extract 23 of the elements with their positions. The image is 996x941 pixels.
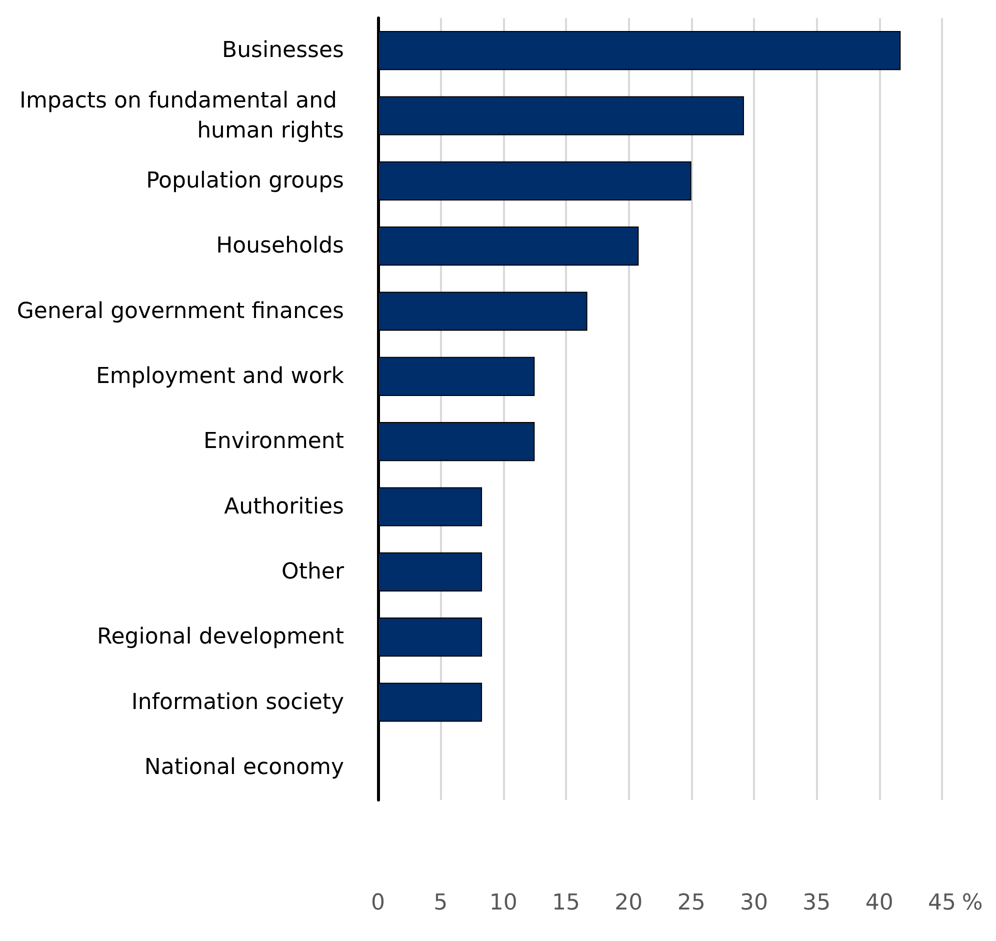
x-tick-label: 10 <box>489 890 518 916</box>
y-tick-label: Information society <box>131 690 344 715</box>
y-tick-label: General government finances <box>16 298 344 324</box>
x-tick-label: 40 <box>865 890 894 916</box>
y-tick-label: Households <box>216 234 344 259</box>
y-tick-label: Employment and work <box>96 364 344 389</box>
y-tick-label: Regional development <box>96 624 344 650</box>
x-tick-label: 25 <box>677 890 706 916</box>
y-tick-label: Authorities <box>224 494 344 520</box>
y-tick-label: National economy <box>144 754 344 780</box>
y-tick-label: Businesses <box>222 38 344 64</box>
x-axis-title: % <box>962 890 983 916</box>
y-tick-label: Impacts on fundamental and human rights <box>19 88 344 144</box>
x-tick-label: 35 <box>802 890 831 916</box>
x-tick-label: 45 <box>928 890 956 916</box>
x-tick-label: 20 <box>614 890 643 916</box>
y-tick-label: Other <box>282 559 345 584</box>
y-tick-label: Environment <box>204 429 344 454</box>
x-tick-label: 30 <box>740 890 768 916</box>
x-tick-label: 0 <box>371 890 385 916</box>
x-tick-label: 5 <box>434 890 448 916</box>
x-tick-label: 15 <box>552 890 580 916</box>
y-tick-label: Population groups <box>146 168 344 194</box>
